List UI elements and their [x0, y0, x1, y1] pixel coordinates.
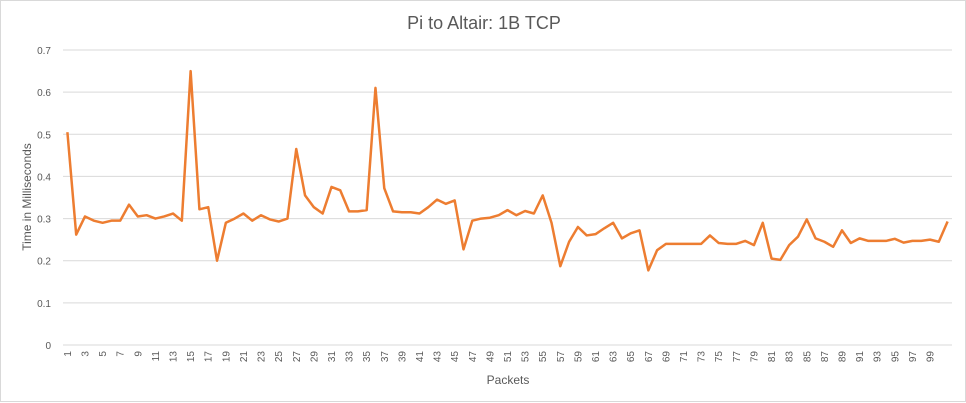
x-axis-label: Packets: [487, 373, 530, 387]
x-tick-label: 39: [397, 351, 408, 363]
x-tick-label: 47: [468, 351, 479, 363]
x-tick-label: 87: [820, 351, 831, 363]
x-tick-label: 93: [873, 351, 884, 363]
x-tick-label: 27: [292, 351, 303, 363]
x-tick-label: 29: [309, 351, 320, 363]
x-tick-label: 11: [151, 351, 162, 362]
x-tick-label: 1: [63, 351, 74, 357]
x-tick-label: 73: [697, 351, 708, 363]
x-tick-label: 81: [767, 351, 778, 363]
x-tick-label: 25: [274, 351, 285, 363]
x-tick-label: 89: [837, 351, 848, 363]
x-tick-label: 63: [609, 351, 620, 363]
y-tick-label: 0.6: [37, 88, 51, 99]
y-axis-ticks: 0 0.1 0.2 0.3 0.4 0.5 0.6 0.7: [37, 46, 51, 352]
y-axis-label: Time in Milliseconds: [20, 143, 34, 251]
x-tick-label: 97: [908, 351, 919, 363]
x-tick-label: 45: [450, 351, 461, 363]
x-tick-label: 31: [327, 351, 338, 363]
x-tick-label: 43: [433, 351, 444, 363]
gridlines: [63, 49, 952, 346]
x-tick-label: 61: [591, 351, 602, 363]
x-tick-label: 19: [221, 351, 232, 363]
x-tick-label: 79: [749, 351, 760, 363]
x-tick-label: 37: [380, 351, 391, 363]
chart-title: Pi to Altair: 1B TCP: [407, 13, 561, 33]
x-tick-label: 85: [802, 351, 813, 363]
x-tick-label: 75: [714, 351, 725, 363]
y-tick-label: 0.3: [37, 215, 51, 226]
series-line: [66, 69, 949, 272]
x-tick-label: 71: [679, 351, 690, 363]
x-tick-label: 7: [116, 351, 127, 357]
y-tick-label: 0.1: [37, 299, 51, 310]
y-tick-label: 0.2: [37, 257, 51, 268]
x-tick-label: 49: [485, 351, 496, 363]
x-tick-label: 67: [644, 351, 655, 363]
x-tick-label: 13: [169, 351, 180, 363]
x-axis-ticks: 1 3 5 7 9 11 13 15 17 19 21 23 25 27 29 31 33 35 37 39 41 43 4…: [63, 351, 937, 363]
x-tick-label: 21: [239, 351, 250, 363]
series-layer: [66, 69, 949, 272]
x-tick-label: 65: [626, 351, 637, 363]
y-tick-label: 0.7: [37, 46, 51, 57]
x-tick-label: 91: [855, 351, 866, 363]
x-tick-label: 57: [556, 351, 567, 363]
x-tick-label: 51: [503, 351, 514, 363]
x-tick-label: 15: [186, 351, 197, 363]
x-tick-label: 77: [732, 351, 743, 363]
x-tick-label: 53: [521, 351, 532, 363]
x-tick-label: 59: [573, 351, 584, 363]
y-tick-label: 0.4: [37, 172, 51, 183]
x-tick-label: 17: [204, 351, 215, 363]
x-tick-label: 95: [890, 351, 901, 363]
y-tick-label: 0.5: [37, 130, 51, 141]
x-tick-label: 83: [785, 351, 796, 363]
x-tick-label: 9: [133, 351, 144, 357]
x-tick-label: 33: [345, 351, 356, 363]
x-tick-label: 69: [661, 351, 672, 363]
x-tick-label: 5: [98, 351, 109, 357]
x-tick-label: 55: [538, 351, 549, 363]
x-tick-label: 23: [257, 351, 268, 363]
x-tick-label: 41: [415, 351, 426, 363]
y-tick-label: 0: [45, 341, 51, 352]
x-tick-label: 35: [362, 351, 373, 363]
x-tick-label: 99: [925, 351, 936, 363]
x-tick-label: 3: [81, 351, 92, 357]
